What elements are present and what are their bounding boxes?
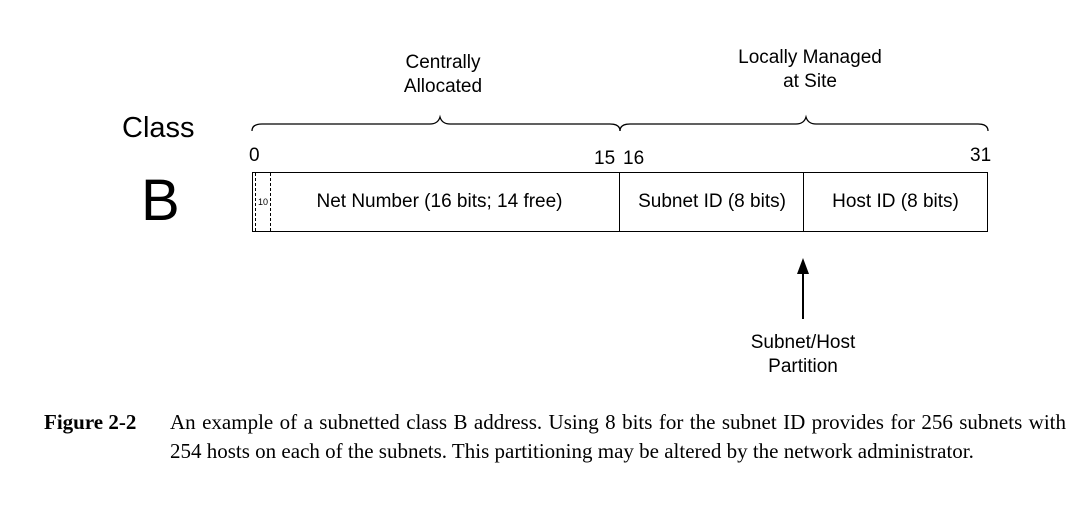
class-word: Class [122, 112, 195, 144]
subnet-id-field: Subnet ID (8 bits) [619, 172, 805, 232]
central-label: Centrally Allocated [383, 51, 503, 99]
figure-caption-text: An example of a subnetted class B addres… [170, 410, 1066, 463]
class-bits: 10 [255, 173, 271, 231]
host-id-label: Host ID (8 bits) [832, 191, 959, 212]
net-number-field: 10 Net Number (16 bits; 14 free) [252, 172, 621, 232]
central-brace [251, 114, 621, 132]
net-number-label: Net Number (16 bits; 14 free) [316, 191, 563, 212]
class-b-address-diagram: Centrally Allocated Locally Managed at Sit… [122, 46, 992, 379]
local-label-line2: at Site [783, 71, 837, 92]
class-letter: B [141, 168, 180, 233]
partition-label: Subnet/Host Partition [733, 331, 873, 379]
local-label-line1: Locally Managed [738, 47, 882, 68]
bit-position-end-net: 15 [594, 148, 616, 169]
local-brace [619, 114, 989, 132]
partition-label-line1: Subnet/Host [750, 332, 856, 353]
partition-arrow-head [797, 258, 809, 274]
partition-label-line2: Partition [768, 356, 838, 377]
figure-label: Figure 2-2 [44, 410, 137, 434]
bit-position-end: 31 [970, 145, 992, 166]
braces-and-arrow [251, 114, 989, 319]
subnet-id-label: Subnet ID (8 bits) [638, 191, 786, 212]
local-label: Locally Managed at Site [718, 46, 902, 94]
host-id-field: Host ID (8 bits) [803, 172, 988, 232]
bit-position-start-subnet: 16 [623, 148, 645, 169]
bit-position-start: 0 [249, 145, 260, 166]
central-label-line2: Allocated [403, 76, 483, 97]
central-label-line1: Centrally [405, 52, 481, 73]
